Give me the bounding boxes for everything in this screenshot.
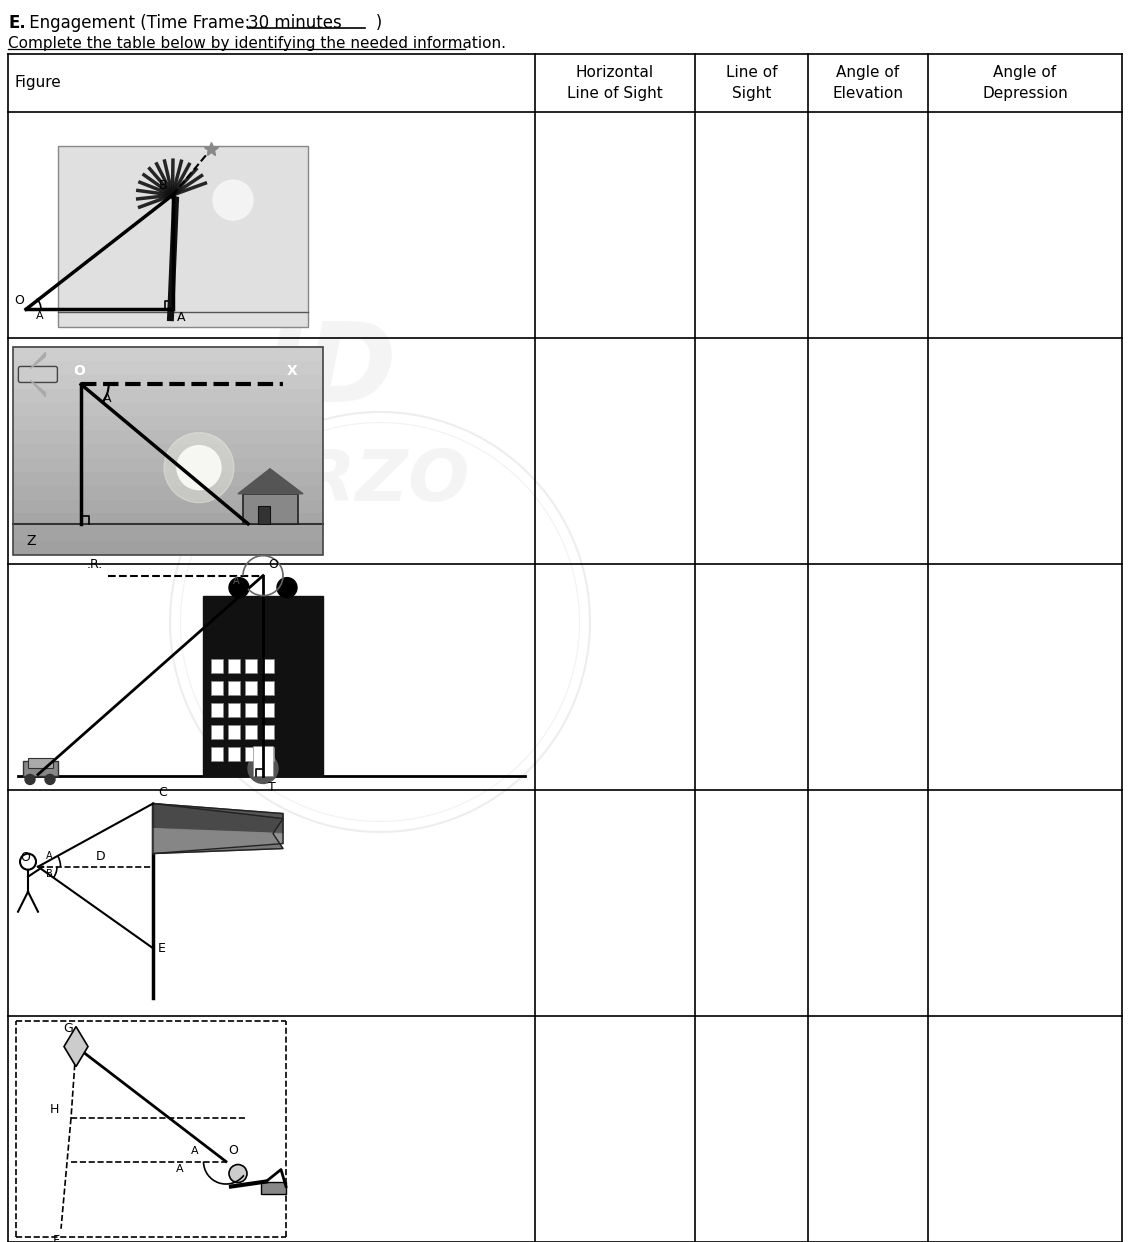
Bar bbox=[14, 374, 323, 389]
Circle shape bbox=[277, 578, 297, 597]
Circle shape bbox=[229, 578, 249, 597]
Bar bbox=[211, 748, 223, 761]
Polygon shape bbox=[31, 380, 45, 396]
Text: Angle of
Depression: Angle of Depression bbox=[982, 65, 1068, 101]
Bar bbox=[14, 540, 323, 555]
Text: Horizontal
Line of Sight: Horizontal Line of Sight bbox=[567, 65, 663, 101]
Text: O: O bbox=[228, 1144, 238, 1156]
Text: B: B bbox=[159, 179, 167, 193]
Bar bbox=[58, 145, 308, 327]
Bar bbox=[228, 703, 240, 718]
Polygon shape bbox=[153, 804, 282, 833]
Circle shape bbox=[164, 432, 234, 503]
Text: Engagement (Time Frame:: Engagement (Time Frame: bbox=[24, 14, 266, 32]
Text: Complete the table below by identifying the needed information.: Complete the table below by identifying … bbox=[8, 36, 506, 51]
Bar bbox=[14, 347, 323, 361]
Bar bbox=[211, 703, 223, 718]
Text: A: A bbox=[176, 1164, 183, 1174]
Text: O: O bbox=[73, 364, 85, 379]
Bar bbox=[14, 401, 323, 416]
Text: O: O bbox=[20, 851, 31, 863]
Text: X: X bbox=[287, 364, 297, 379]
Bar bbox=[262, 682, 273, 696]
Text: A: A bbox=[46, 851, 53, 861]
Bar bbox=[245, 682, 257, 696]
Bar bbox=[28, 759, 53, 769]
Bar bbox=[14, 430, 323, 445]
Bar bbox=[228, 660, 240, 673]
Bar bbox=[245, 748, 257, 761]
Bar bbox=[262, 725, 273, 739]
Bar bbox=[262, 703, 273, 718]
Text: B: B bbox=[46, 868, 53, 878]
Bar bbox=[253, 746, 273, 776]
Bar bbox=[14, 415, 323, 430]
Bar bbox=[245, 725, 257, 739]
Bar bbox=[243, 494, 298, 524]
Polygon shape bbox=[153, 828, 282, 853]
Text: .R.: .R. bbox=[87, 558, 103, 570]
Bar bbox=[14, 457, 323, 472]
Polygon shape bbox=[31, 353, 45, 369]
Bar bbox=[262, 748, 273, 761]
Polygon shape bbox=[64, 1027, 88, 1067]
Text: A: A bbox=[176, 312, 185, 324]
Text: O: O bbox=[268, 558, 278, 570]
Text: F: F bbox=[52, 1233, 60, 1242]
Text: A: A bbox=[191, 1145, 199, 1155]
Text: C: C bbox=[158, 785, 167, 799]
Bar bbox=[14, 347, 323, 555]
Bar bbox=[228, 725, 240, 739]
Bar bbox=[258, 505, 270, 524]
Bar bbox=[23, 761, 58, 776]
Text: 30 minutes: 30 minutes bbox=[247, 14, 341, 32]
Text: D: D bbox=[96, 850, 105, 863]
Circle shape bbox=[229, 1165, 247, 1182]
Bar bbox=[228, 682, 240, 696]
Bar bbox=[14, 498, 323, 513]
Bar bbox=[211, 725, 223, 739]
Bar bbox=[245, 660, 257, 673]
Text: Line of
Sight: Line of Sight bbox=[725, 65, 777, 101]
Text: T: T bbox=[268, 781, 276, 795]
Bar bbox=[14, 443, 323, 458]
Circle shape bbox=[177, 446, 221, 489]
Bar bbox=[211, 682, 223, 696]
Text: O: O bbox=[14, 294, 24, 307]
Text: E: E bbox=[158, 941, 166, 955]
Bar bbox=[262, 660, 273, 673]
Bar bbox=[203, 596, 323, 776]
Circle shape bbox=[25, 775, 35, 785]
Text: ID: ID bbox=[263, 318, 397, 426]
Text: G: G bbox=[63, 1022, 72, 1035]
Text: Angle of
Elevation: Angle of Elevation bbox=[833, 65, 904, 101]
Bar bbox=[14, 513, 323, 528]
Bar bbox=[261, 1181, 286, 1194]
Bar bbox=[228, 748, 240, 761]
Text: E.: E. bbox=[8, 14, 26, 32]
Polygon shape bbox=[153, 804, 282, 853]
Bar bbox=[211, 660, 223, 673]
FancyBboxPatch shape bbox=[18, 366, 58, 383]
Bar bbox=[14, 388, 323, 402]
Polygon shape bbox=[238, 468, 303, 494]
Bar bbox=[14, 527, 323, 542]
Text: ): ) bbox=[360, 14, 382, 32]
Text: A: A bbox=[233, 575, 240, 586]
Circle shape bbox=[247, 754, 278, 784]
Text: BARZO: BARZO bbox=[190, 447, 470, 517]
Text: Z: Z bbox=[26, 534, 36, 548]
Bar bbox=[14, 471, 323, 486]
Bar bbox=[14, 360, 323, 375]
Text: Figure: Figure bbox=[14, 76, 61, 91]
Circle shape bbox=[45, 775, 55, 785]
Text: A: A bbox=[36, 312, 44, 322]
Bar bbox=[245, 703, 257, 718]
Text: H: H bbox=[50, 1103, 59, 1117]
Text: A: A bbox=[103, 392, 112, 405]
Circle shape bbox=[212, 180, 253, 220]
Bar bbox=[14, 484, 323, 499]
